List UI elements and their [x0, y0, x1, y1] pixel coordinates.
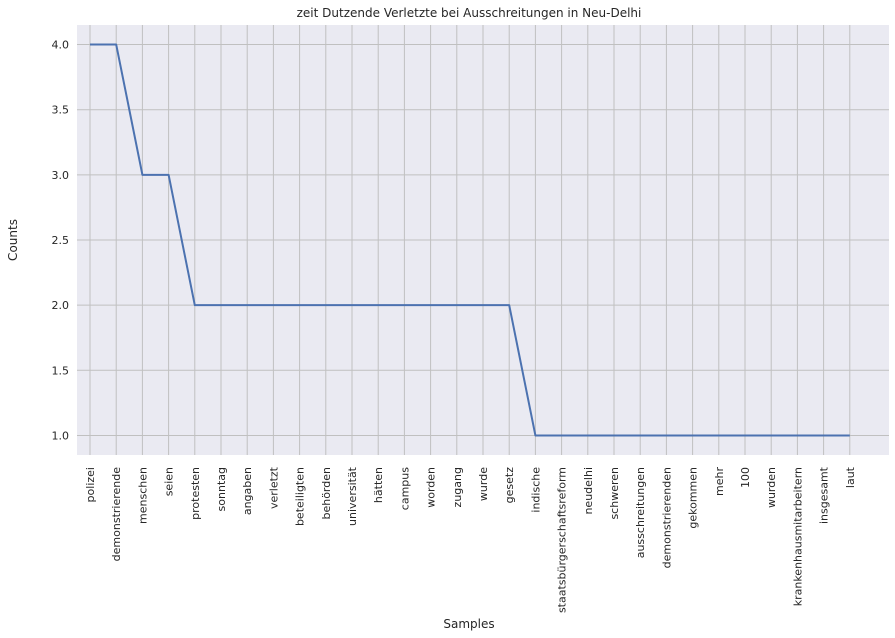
- x-tick-label: gesetz: [503, 467, 516, 504]
- series-line: [90, 43, 850, 437]
- x-tick-label: worden: [425, 467, 438, 508]
- x-tick-label: universität: [346, 466, 359, 526]
- x-tick-label: ausschreitungen: [634, 467, 647, 558]
- y-tick-label: 1.0: [52, 429, 70, 442]
- x-tick-label: wurde: [477, 467, 490, 501]
- x-tick-label: polizei: [84, 467, 97, 502]
- y-tick-label: 3.0: [52, 169, 70, 182]
- x-tick-label: insgesamt: [818, 466, 831, 524]
- x-tick-label: seien: [163, 467, 176, 496]
- x-tick-label: mehr: [713, 467, 726, 496]
- x-tick-label: demonstrierenden: [660, 467, 673, 568]
- x-tick-label: protesten: [189, 467, 202, 520]
- x-tick-label: campus: [398, 467, 411, 510]
- x-tick-label: neudelhi: [582, 467, 595, 515]
- x-tick-label: beteiligten: [294, 467, 307, 526]
- x-tick-label: wurden: [765, 467, 778, 508]
- x-tick-label: laut: [844, 466, 857, 488]
- y-tick-label: 2.5: [52, 234, 70, 247]
- y-tick-label: 4.0: [52, 39, 70, 52]
- x-tick-label: indische: [529, 467, 542, 513]
- y-axis-label: Counts: [6, 219, 20, 261]
- x-tick-label: hätten: [372, 467, 385, 503]
- x-tick-label: zugang: [451, 467, 464, 507]
- x-tick-label: sonntag: [215, 467, 228, 511]
- y-tick-label: 1.5: [52, 364, 70, 377]
- x-grid: [89, 25, 851, 455]
- x-axis-label: Samples: [443, 617, 494, 631]
- x-tick-label: schweren: [608, 467, 621, 520]
- x-axis-ticks: polizei demonstrierende menschen seien prote…: [84, 466, 857, 613]
- x-tick-label: 100: [739, 467, 752, 488]
- y-tick-label: 3.5: [52, 104, 70, 117]
- x-tick-label: staatsbürgerschaftsreform: [556, 467, 569, 613]
- x-tick-label: menschen: [136, 467, 149, 524]
- x-tick-label: gekommen: [687, 467, 700, 529]
- x-tick-label: angaben: [241, 467, 254, 515]
- x-tick-label: krankenhausmitarbeitern: [791, 467, 804, 606]
- y-tick-label: 2.0: [52, 299, 70, 312]
- x-tick-label: verletzt: [267, 466, 280, 509]
- x-tick-label: demonstrierende: [110, 467, 123, 562]
- x-tick-label: behörden: [320, 467, 333, 520]
- y-axis-ticks: 1.0 1.5 2.0 2.5 3.0 3.5 4.0: [52, 39, 70, 443]
- chart-title: zeit Dutzende Verletzte bei Ausschreitun…: [297, 6, 642, 20]
